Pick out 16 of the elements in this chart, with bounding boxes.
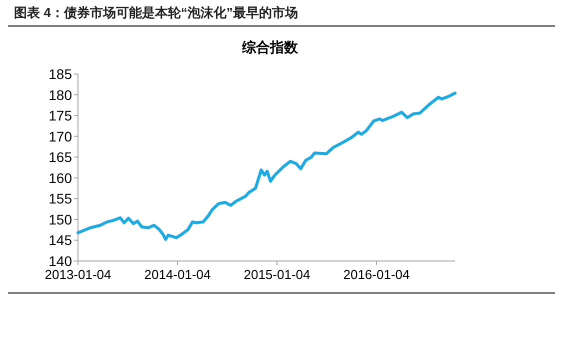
y-tick-label: 170	[48, 128, 72, 144]
y-tick-label: 160	[48, 170, 72, 186]
x-tick-label: 2015-01-04	[244, 267, 310, 282]
y-tick-label: 145	[48, 232, 72, 248]
x-tick-label: 2013-01-04	[44, 267, 112, 282]
x-tick-label: 2014-01-04	[144, 267, 211, 282]
x-tick-label: 2016-01-04	[343, 267, 410, 282]
y-tick-label: 185	[48, 66, 72, 82]
chart-subtitle: 图表 4：债券市场可能是本轮“泡沫化”最早的市场	[14, 5, 298, 20]
y-tick-label: 165	[48, 149, 72, 166]
y-tick-label: 175	[48, 108, 72, 124]
y-tick-label: 140	[48, 253, 72, 269]
y-tick-label: 180	[48, 86, 72, 103]
y-tick-label: 150	[48, 211, 72, 228]
y-tick-label: 155	[48, 190, 72, 207]
chart-title: 综合指数	[241, 39, 299, 55]
